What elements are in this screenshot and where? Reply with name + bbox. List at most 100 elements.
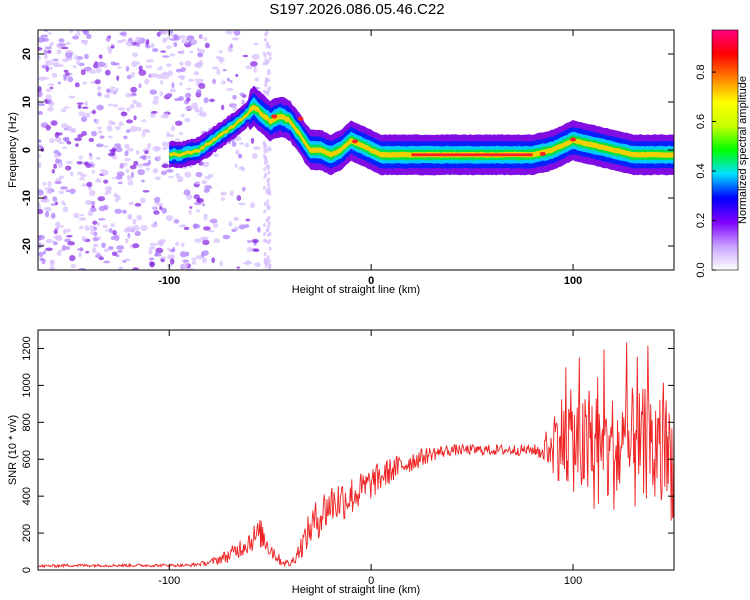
spectrogram-noise-mark	[122, 259, 127, 263]
spectrogram-noise-mark	[87, 210, 93, 217]
spectrogram-noise-mark	[70, 171, 74, 177]
spectrogram-noise-mark	[239, 142, 244, 145]
spectrogram-noise-mark	[201, 180, 208, 185]
spectrogram-noise-mark	[138, 65, 143, 72]
spectrogram-noise-mark	[202, 161, 210, 168]
spectrogram-noise-mark	[153, 210, 160, 215]
spectrogram-noise-mark	[117, 107, 125, 111]
spectrogram-noise-mark	[83, 39, 88, 46]
spectrogram-noise-mark	[263, 174, 267, 179]
spectrogram-noise-mark	[129, 125, 138, 133]
spectrogram-noise-mark	[141, 119, 147, 123]
spectrogram-noise-mark	[146, 59, 151, 63]
spectrogram-noise-mark	[232, 94, 237, 100]
spectrogram-noise-mark	[213, 153, 219, 158]
spectrogram-noise-mark	[246, 240, 252, 243]
spectrogram-noise-mark	[44, 187, 52, 190]
spectrogram-noise-mark	[49, 260, 55, 267]
spectrogram-noise-mark	[124, 238, 129, 244]
spectrogram-noise-mark	[125, 93, 132, 98]
spectrogram-noise-mark	[265, 44, 269, 49]
spectrogram-noise-mark	[46, 46, 52, 50]
spectrogram-noise-mark	[81, 106, 89, 109]
spectrogram-noise-mark	[198, 60, 204, 66]
spectrogram-noise-mark	[105, 228, 111, 232]
spectrogram-noise-mark	[45, 124, 51, 131]
spectrogram-noise-mark	[169, 88, 176, 93]
spectrogram-noise-mark	[251, 238, 259, 243]
spectrogram-noise-mark	[178, 95, 185, 101]
spectrogram-noise-mark	[169, 53, 176, 57]
spectrogram-noise-mark	[149, 58, 154, 63]
spectrogram-noise-mark	[145, 64, 153, 69]
spectrogram-noise-mark	[125, 258, 131, 262]
spectrogram-noise-mark	[65, 189, 70, 193]
spectrogram-noise-mark	[266, 199, 270, 204]
spectrogram-peak-spot	[351, 139, 358, 144]
spectrogram-noise-mark	[124, 150, 129, 157]
spectrogram-noise-mark	[56, 49, 62, 55]
spectrogram-noise-mark	[151, 223, 158, 228]
spectrogram-noise-mark	[107, 103, 114, 107]
spectrogram-noise-mark	[116, 245, 125, 250]
spectrogram-noise-mark	[155, 247, 164, 254]
spectrogram-noise-mark	[80, 213, 84, 217]
spectrogram-noise-mark	[84, 200, 93, 205]
spectrogram-noise-mark	[125, 168, 130, 174]
spectrogram-noise-mark	[67, 76, 74, 83]
spectrogram-noise-mark	[54, 180, 62, 185]
spectrogram-noise-mark	[117, 66, 122, 69]
spectrogram-noise-mark	[174, 241, 180, 247]
spectrogram-noise-mark	[107, 135, 113, 139]
spectrogram-noise-mark	[153, 205, 157, 210]
spectrogram-noise-mark	[172, 34, 179, 40]
spectrogram-noise-mark	[38, 189, 44, 196]
spectrogram-noise-mark	[220, 191, 227, 196]
spectrogram-noise-mark	[268, 238, 272, 243]
spectrogram-noise-mark	[118, 121, 124, 126]
spectrogram-noise-mark	[88, 137, 95, 142]
spectrogram-noise-mark	[85, 250, 90, 254]
spectrogram-noise-mark	[267, 70, 271, 75]
snr-xtick-label: -100	[158, 575, 180, 587]
spectrogram-noise-mark	[268, 189, 272, 194]
spectrogram-noise-mark	[69, 72, 73, 76]
spectrogram-noise-mark	[169, 38, 178, 41]
spectrogram-noise-mark	[189, 50, 194, 54]
spectrogram-noise-mark	[103, 260, 111, 264]
spectrogram-noise-mark	[222, 68, 227, 72]
spectrogram-noise-mark	[165, 214, 174, 222]
spectrogram-noise-mark	[167, 134, 174, 138]
spectrogram-noise-mark	[53, 153, 59, 158]
spectrogram-noise-mark	[112, 176, 116, 180]
spectrogram-noise-mark	[93, 226, 97, 231]
spectrogram-noise-mark	[126, 74, 132, 80]
spectrogram-noise-mark	[60, 46, 69, 50]
spectrogram-noise-mark	[149, 261, 155, 268]
spectrogram-noise-mark	[254, 77, 259, 82]
snr-ytick-label: 400	[21, 487, 33, 505]
spectrogram-noise-mark	[141, 179, 145, 183]
spectrogram-ridge-band	[169, 102, 674, 161]
spectrogram-noise-mark	[78, 177, 85, 181]
spectrogram-noise-mark	[44, 45, 48, 51]
spectrogram-noise-mark	[95, 251, 101, 255]
spectrogram-noise-mark	[135, 150, 140, 155]
spectrogram-noise-mark	[135, 102, 142, 108]
spectrogram-noise-mark	[105, 88, 111, 93]
spectrogram-noise-mark	[50, 41, 54, 45]
spectrogram-noise-mark	[92, 236, 99, 242]
spectrogram-noise-mark	[154, 252, 159, 257]
spectrogram-noise-mark	[268, 246, 272, 251]
spectrogram-noise-mark	[98, 54, 103, 59]
spectrogram-noise-mark	[131, 224, 140, 232]
spectrogram-noise-mark	[44, 53, 48, 60]
spectrogram-noise-mark	[266, 217, 270, 222]
spectrogram-noise-mark	[135, 127, 142, 132]
spectrogram-noise-mark	[213, 223, 219, 228]
spectrogram-noise-mark	[245, 259, 250, 266]
spectrogram-noise-mark	[267, 146, 271, 151]
spectrogram-noise-mark	[186, 97, 191, 102]
spectrogram-noise-mark	[61, 146, 68, 150]
spectrogram-noise-mark	[129, 164, 137, 170]
